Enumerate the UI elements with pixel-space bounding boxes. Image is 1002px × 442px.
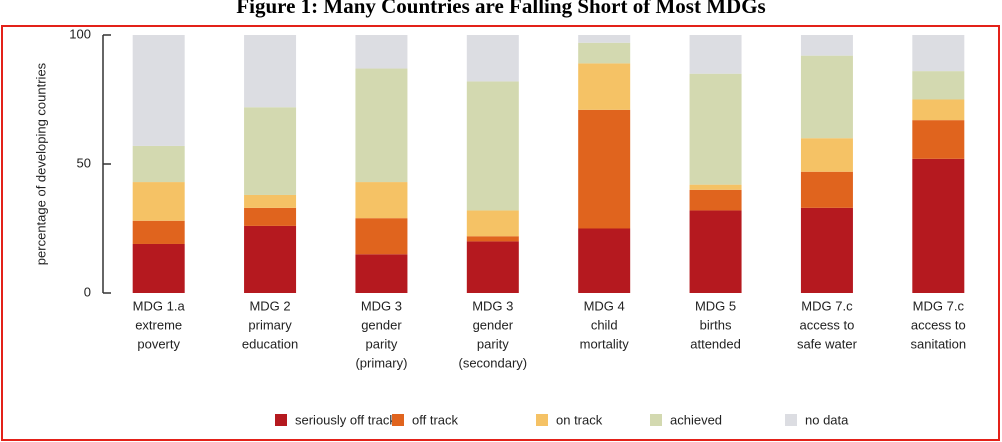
y-tick-label: 100 bbox=[69, 26, 91, 41]
x-tick-label: child bbox=[591, 317, 618, 332]
legend-swatch bbox=[275, 414, 287, 426]
bar-segment bbox=[244, 107, 297, 195]
bar-segment bbox=[466, 236, 519, 242]
y-tick-label: 0 bbox=[84, 284, 91, 299]
bar-segment bbox=[912, 158, 965, 293]
x-tick-label: MDG 7.c bbox=[913, 298, 965, 313]
bar-segment bbox=[355, 68, 408, 183]
bar-segment bbox=[244, 194, 297, 208]
bar-segment bbox=[244, 207, 297, 226]
bar-segment bbox=[578, 63, 631, 110]
bar-segment bbox=[132, 243, 185, 293]
legend-label: seriously off track bbox=[295, 412, 396, 427]
x-tick-label: births bbox=[700, 317, 732, 332]
bar-segment bbox=[689, 210, 742, 293]
bar-segment bbox=[578, 228, 631, 293]
bar-segment bbox=[578, 35, 631, 43]
x-tick-label: gender bbox=[473, 317, 514, 332]
x-tick-label: access to bbox=[911, 317, 966, 332]
bar-segment bbox=[689, 73, 742, 185]
x-tick-label: MDG 4 bbox=[584, 298, 625, 313]
legend-label: off track bbox=[412, 412, 459, 427]
bar-segment bbox=[466, 35, 519, 82]
bar-segment bbox=[689, 184, 742, 190]
legend-swatch bbox=[392, 414, 404, 426]
x-tick-label: sanitation bbox=[910, 336, 966, 351]
bar-segment bbox=[800, 171, 853, 208]
bar-segment bbox=[912, 120, 965, 159]
x-tick-label: primary bbox=[248, 317, 292, 332]
bar-segment bbox=[800, 35, 853, 56]
x-tick-label: safe water bbox=[797, 336, 858, 351]
x-tick-label: (primary) bbox=[355, 355, 407, 370]
bar-segment bbox=[578, 42, 631, 64]
x-tick-label: education bbox=[242, 336, 298, 351]
bar-segment bbox=[355, 254, 408, 293]
bar-segment bbox=[800, 138, 853, 172]
legend-swatch bbox=[650, 414, 662, 426]
legend-swatch bbox=[785, 414, 797, 426]
x-tick-label: MDG 3 bbox=[361, 298, 402, 313]
x-tick-label: poverty bbox=[137, 336, 180, 351]
x-tick-label: extreme bbox=[135, 317, 182, 332]
x-tick-label: gender bbox=[361, 317, 402, 332]
y-tick-label: 50 bbox=[77, 155, 91, 170]
x-tick-label: MDG 2 bbox=[249, 298, 290, 313]
bar-segment bbox=[912, 35, 965, 72]
x-tick-label: (secondary) bbox=[458, 355, 527, 370]
bar-segment bbox=[466, 81, 519, 211]
x-tick-label: parity bbox=[477, 336, 509, 351]
legend-label: achieved bbox=[670, 412, 722, 427]
chart-title: Figure 1: Many Countries are Falling Sho… bbox=[236, 0, 765, 18]
bar-segment bbox=[578, 109, 631, 229]
x-tick-label: attended bbox=[690, 336, 741, 351]
bar-segment bbox=[800, 55, 853, 139]
bar-segment bbox=[355, 182, 408, 219]
legend-label: no data bbox=[805, 412, 849, 427]
bar-segment bbox=[689, 189, 742, 211]
bar-segment bbox=[912, 71, 965, 100]
bar-segment bbox=[132, 145, 185, 183]
bar-segment bbox=[132, 182, 185, 221]
x-tick-label: MDG 7.c bbox=[801, 298, 853, 313]
bar-segment bbox=[132, 220, 185, 244]
bar-segment bbox=[466, 210, 519, 237]
y-axis-label: percentage of developing countries bbox=[33, 62, 48, 265]
x-tick-label: access to bbox=[799, 317, 854, 332]
bar-segment bbox=[132, 35, 185, 146]
x-tick-label: MDG 5 bbox=[695, 298, 736, 313]
bar-segment bbox=[466, 241, 519, 293]
x-tick-label: mortality bbox=[580, 336, 630, 351]
frame bbox=[1, 25, 1000, 441]
legend-swatch bbox=[536, 414, 548, 426]
bar-segment bbox=[800, 207, 853, 293]
bar-segment bbox=[912, 99, 965, 121]
x-tick-label: MDG 3 bbox=[472, 298, 513, 313]
bar-segment bbox=[244, 35, 297, 108]
legend-label: on track bbox=[556, 412, 603, 427]
x-tick-label: MDG 1.a bbox=[133, 298, 186, 313]
bar-segment bbox=[355, 218, 408, 255]
x-tick-label: parity bbox=[366, 336, 398, 351]
bar-segment bbox=[689, 35, 742, 74]
bar-segment bbox=[244, 225, 297, 293]
bar-segment bbox=[355, 35, 408, 69]
